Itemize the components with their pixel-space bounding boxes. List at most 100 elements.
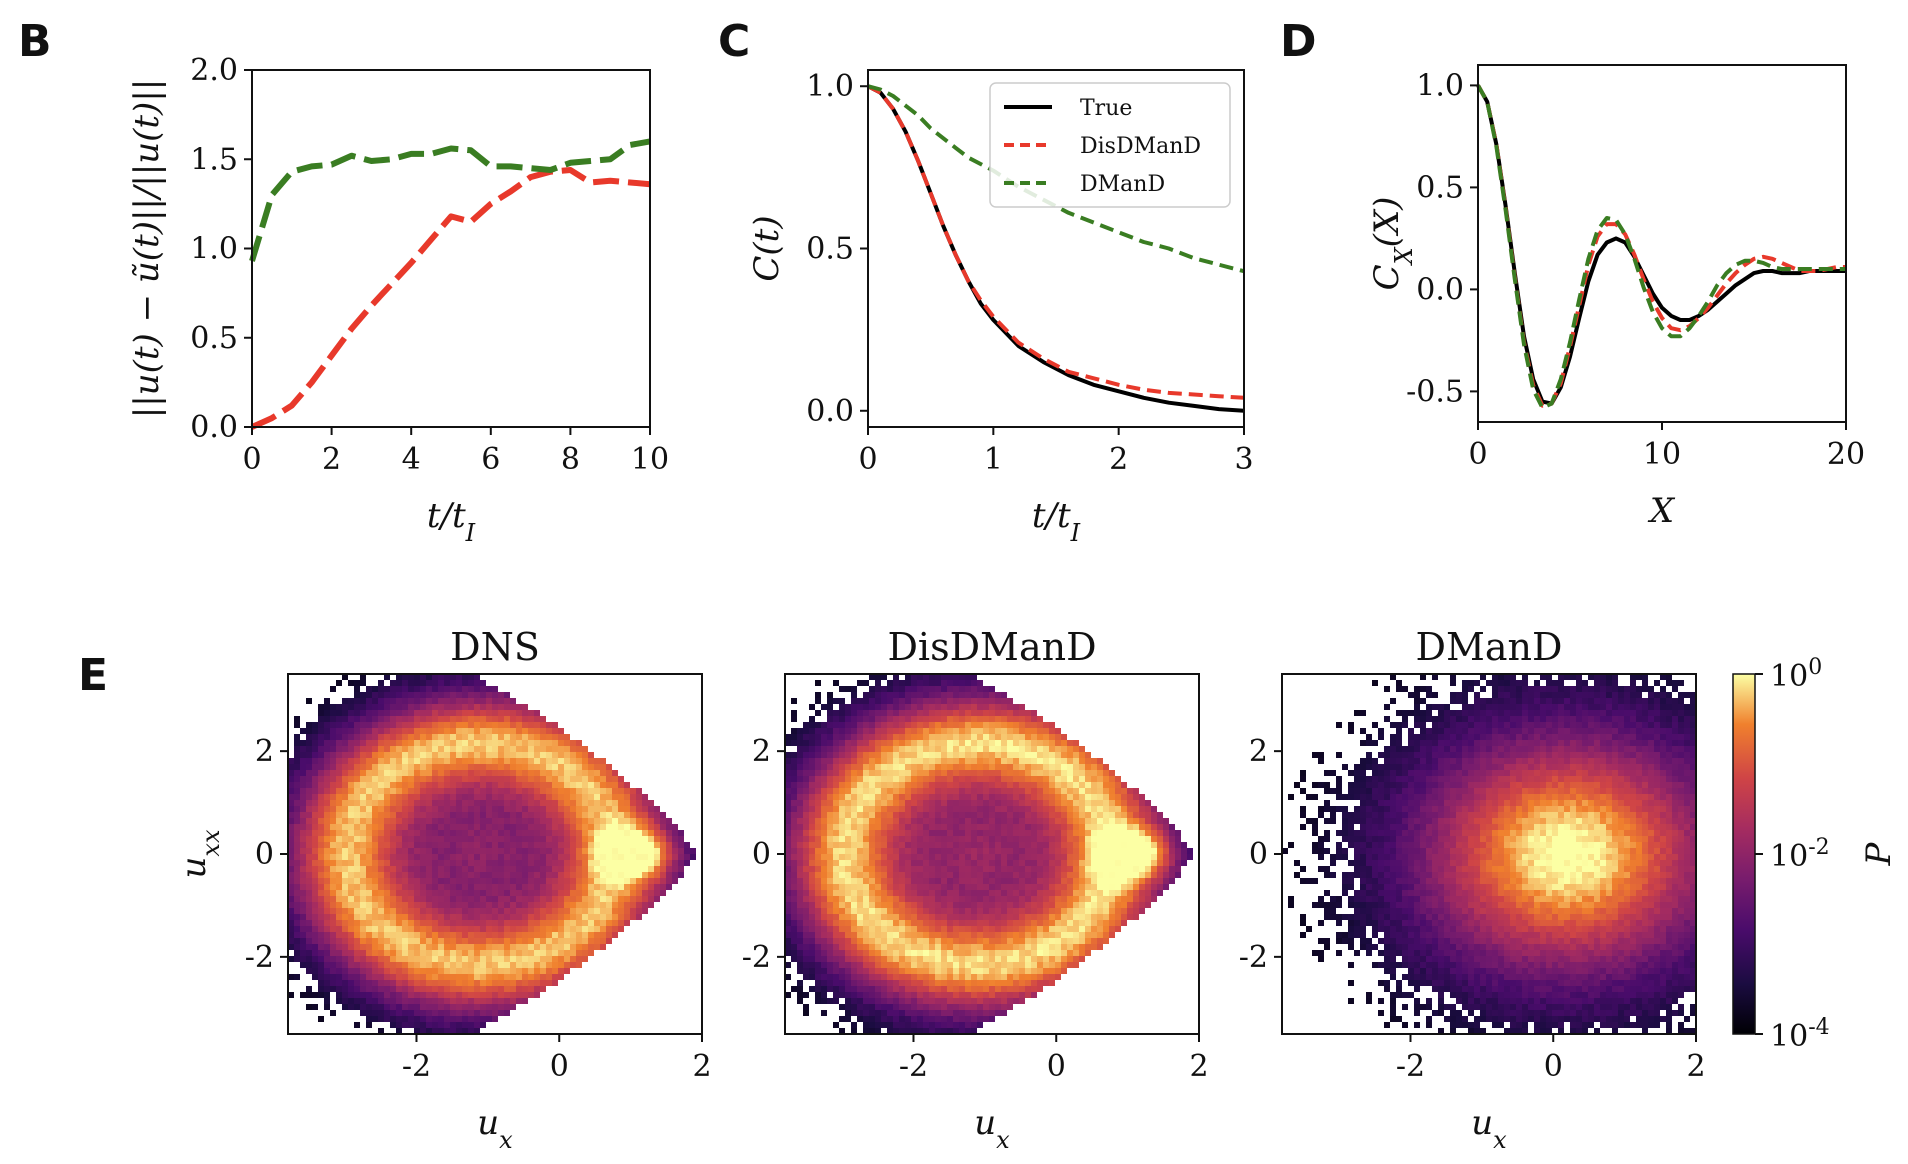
heat-cell — [941, 866, 947, 872]
heat-cell — [875, 842, 881, 848]
heat-cell — [797, 890, 803, 896]
heat-cell — [444, 950, 450, 956]
heat-cell — [432, 920, 438, 926]
heat-cell — [384, 746, 390, 752]
heat-cell — [953, 734, 959, 740]
heat-cell — [983, 734, 989, 740]
heat-cell — [312, 806, 318, 812]
heat-cell — [414, 926, 420, 932]
heat-cell — [288, 836, 294, 842]
heat-cell — [354, 764, 360, 770]
heat-cell — [318, 818, 324, 824]
heat-cell — [354, 794, 360, 800]
heat-cell — [480, 740, 486, 746]
heat-cell — [1079, 758, 1085, 764]
heat-cell — [366, 896, 372, 902]
heat-cell — [366, 998, 372, 1004]
heat-cell — [534, 842, 540, 848]
heat-cell — [576, 764, 582, 770]
heat-cell — [947, 860, 953, 866]
heat-cell — [306, 908, 312, 914]
heat-cell — [378, 680, 384, 686]
heat-cell — [953, 716, 959, 722]
heat-cell — [642, 878, 648, 884]
heat-cell — [450, 1016, 456, 1022]
heat-cell — [450, 896, 456, 902]
heat-cell — [857, 734, 863, 740]
heat-cell — [450, 680, 456, 686]
heat-cell — [857, 800, 863, 806]
heat-cell — [1061, 812, 1067, 818]
heat-cell — [492, 836, 498, 842]
heat-cell — [851, 806, 857, 812]
heat-cell — [1007, 710, 1013, 716]
x-tick-label: 1 — [984, 442, 1003, 477]
heat-cell — [588, 854, 594, 860]
heat-cell — [492, 740, 498, 746]
heat-cell — [342, 944, 348, 950]
heat-cell — [815, 878, 821, 884]
heat-cell — [971, 800, 977, 806]
heat-cell — [588, 884, 594, 890]
heat-cell — [947, 674, 953, 680]
heat-cell — [342, 998, 348, 1004]
heat-cell — [917, 746, 923, 752]
heat-cell — [1121, 872, 1127, 878]
heat-cell — [1055, 854, 1061, 860]
heat-cell — [540, 758, 546, 764]
heat-cell — [857, 764, 863, 770]
heat-cell — [881, 890, 887, 896]
heat-cell — [917, 860, 923, 866]
heat-cell — [851, 836, 857, 842]
heat-cell — [510, 986, 516, 992]
heat-cell — [785, 788, 791, 794]
heat-cell — [558, 824, 564, 830]
heat-cell — [438, 944, 444, 950]
heat-cell — [366, 1022, 372, 1028]
heat-cell — [672, 848, 678, 854]
heat-cell — [899, 788, 905, 794]
heat-cell — [426, 878, 432, 884]
heat-cell — [498, 902, 504, 908]
heat-cell — [354, 782, 360, 788]
heat-cell — [396, 980, 402, 986]
heat-cell — [354, 728, 360, 734]
heat-cell — [1079, 818, 1085, 824]
heat-cell — [510, 728, 516, 734]
heat-cell — [899, 722, 905, 728]
heat-cell — [540, 746, 546, 752]
heat-cell — [1055, 878, 1061, 884]
heat-cell — [941, 818, 947, 824]
heat-cell — [480, 902, 486, 908]
heat-cell — [516, 734, 522, 740]
heat-cell — [306, 902, 312, 908]
heat-cell — [342, 860, 348, 866]
heat-cell — [504, 746, 510, 752]
heat-cell — [971, 740, 977, 746]
heat-cell — [324, 698, 330, 704]
heat-cell — [905, 776, 911, 782]
heat-cell — [546, 950, 552, 956]
heat-cell — [803, 812, 809, 818]
heat-cell — [923, 716, 929, 722]
heat-cell — [1091, 776, 1097, 782]
heat-cell — [887, 722, 893, 728]
heat-cell — [905, 854, 911, 860]
heat-cell — [642, 860, 648, 866]
heat-cell — [642, 836, 648, 842]
heat-cell — [384, 794, 390, 800]
heat-cell — [977, 740, 983, 746]
heat-cell — [342, 956, 348, 962]
heat-cell — [1037, 854, 1043, 860]
heat-cell — [833, 842, 839, 848]
heat-cell — [899, 734, 905, 740]
heat-cell — [660, 878, 666, 884]
heat-cell — [1145, 866, 1151, 872]
heat-cell — [582, 872, 588, 878]
heat-cell — [1133, 842, 1139, 848]
heat-cell — [887, 890, 893, 896]
heat-cell — [528, 830, 534, 836]
heat-cell — [324, 794, 330, 800]
heat-cell — [450, 938, 456, 944]
